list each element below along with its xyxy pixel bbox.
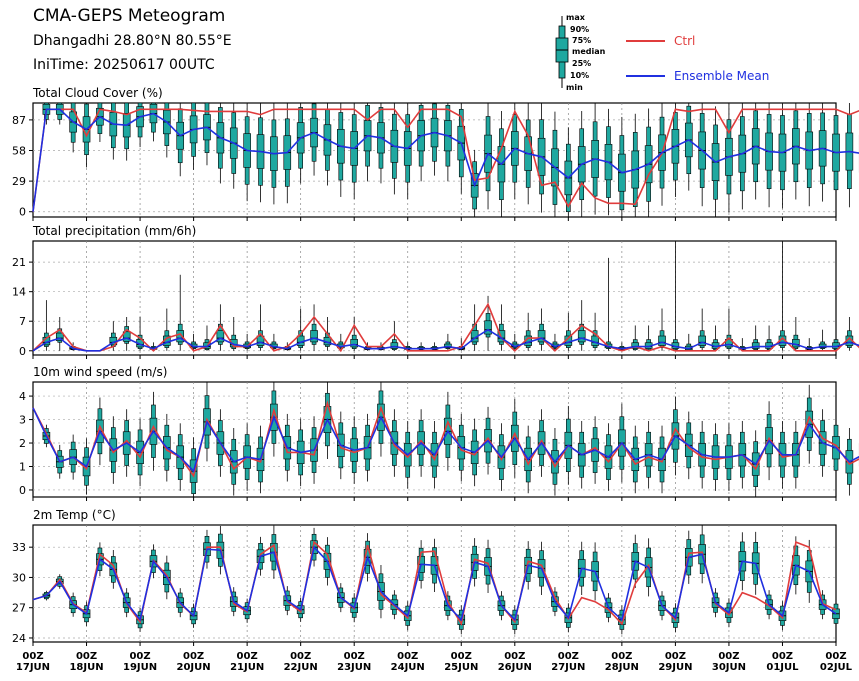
x-tick-label-date: 19JUN xyxy=(123,662,157,673)
box-inner xyxy=(537,330,546,343)
x-tick-label-hour: 00Z xyxy=(611,651,632,662)
y-tick-label: 0 xyxy=(19,206,26,219)
x-tick-label-date: 24JUN xyxy=(391,662,425,673)
x-tick-label-date: 17JUN xyxy=(16,662,50,673)
chart-title: CMA-GEPS Meteogram xyxy=(33,6,226,26)
ctrl-line xyxy=(32,108,859,212)
x-tick-label-date: 21JUN xyxy=(230,662,264,673)
ensemble-mean-line xyxy=(32,407,859,473)
x-tick-label-date: 26JUN xyxy=(498,662,532,673)
legend-mean-label: Ensemble Mean xyxy=(674,69,769,83)
x-tick-label-date: 30JUN xyxy=(712,662,746,673)
box-inner xyxy=(122,331,131,342)
x-tick-label-date: 25JUN xyxy=(444,662,478,673)
legend-box-label: 90% xyxy=(570,25,589,34)
y-tick-label: 0 xyxy=(19,484,26,497)
panel-title: 2m Temp (°C) xyxy=(33,508,116,522)
x-tick-label-date: 01JUL xyxy=(766,662,799,673)
box-inner xyxy=(631,342,640,349)
x-tick-label-date: 02JUL xyxy=(820,662,853,673)
box-inner xyxy=(350,339,359,348)
box-inner xyxy=(310,330,318,343)
box-inner xyxy=(751,342,760,349)
x-tick-label-date: 29JUN xyxy=(658,662,692,673)
legend-box-label: 75% xyxy=(572,36,591,45)
y-tick-label: 30 xyxy=(12,571,26,584)
x-tick-label-hour: 00Z xyxy=(825,651,846,662)
y-tick-label: 14 xyxy=(12,286,26,299)
x-tick-label-hour: 00Z xyxy=(76,651,97,662)
y-tick-label: 3 xyxy=(19,414,26,427)
x-tick-label-date: 22JUN xyxy=(284,662,318,673)
y-tick-label: 87 xyxy=(12,114,26,127)
x-tick-label-hour: 00Z xyxy=(22,651,43,662)
panel-title: 10m wind speed (m/s) xyxy=(33,365,167,379)
y-tick-label: 1 xyxy=(19,460,26,473)
y-tick-label: 58 xyxy=(12,145,26,158)
ensemble-mean-line xyxy=(32,108,859,212)
x-tick-label-hour: 00Z xyxy=(504,651,525,662)
y-tick-label: 33 xyxy=(12,541,26,554)
y-tick-label: 7 xyxy=(19,315,26,328)
x-tick-label-date: 20JUN xyxy=(177,662,211,673)
x-tick-label-hour: 00Z xyxy=(183,651,204,662)
x-tick-label-hour: 00Z xyxy=(558,651,579,662)
x-tick-label-hour: 00Z xyxy=(397,651,418,662)
x-tick-label-date: 18JUN xyxy=(69,662,103,673)
y-tick-label: 21 xyxy=(12,256,26,269)
legend-box-label: max xyxy=(566,13,586,22)
box-inner xyxy=(256,335,265,346)
ctrl-line xyxy=(32,400,859,478)
x-tick-label-date: 28JUN xyxy=(605,662,639,673)
panel-title: Total precipitation (mm/6h) xyxy=(32,224,196,238)
x-tick-label-hour: 00Z xyxy=(344,651,365,662)
meteogram-header: CMA-GEPS Meteogram Dhangadhi 28.80°N 80.… xyxy=(0,0,859,90)
init-time-label: IniTime: 20250617 00UTC xyxy=(33,57,215,73)
y-tick-label: 27 xyxy=(12,602,26,615)
y-tick-label: 2 xyxy=(19,437,26,450)
x-tick-label-hour: 00Z xyxy=(237,651,258,662)
y-tick-label: 24 xyxy=(12,632,26,645)
ensemble-mean-line xyxy=(32,545,837,622)
legend-box-label: 25% xyxy=(572,59,591,68)
box-inner xyxy=(176,330,185,343)
box-inner xyxy=(577,330,586,343)
x-tick-label-hour: 00Z xyxy=(772,651,793,662)
legend-ctrl-label: Ctrl xyxy=(674,34,695,48)
box-inner xyxy=(698,335,706,346)
x-tick-label-hour: 00Z xyxy=(718,651,739,662)
y-tick-label: 4 xyxy=(19,390,26,403)
ensemble-mean-line xyxy=(32,328,859,352)
legend-box-label: 10% xyxy=(570,71,589,80)
box-inner xyxy=(725,339,733,348)
x-tick-label-hour: 00Z xyxy=(129,651,150,662)
ctrl-line xyxy=(32,540,837,626)
box-inner xyxy=(484,320,492,335)
box-inner xyxy=(55,332,64,341)
box-inner xyxy=(390,342,399,349)
x-tick-label-hour: 00Z xyxy=(290,651,311,662)
x-tick-label-hour: 00Z xyxy=(451,651,472,662)
legend-box-label: min xyxy=(566,83,583,92)
box-inner xyxy=(658,335,666,346)
location-label: Dhangadhi 28.80°N 80.55°E xyxy=(33,33,232,49)
legend-box-label: median xyxy=(572,47,606,56)
x-tick-label-hour: 00Z xyxy=(665,651,686,662)
y-tick-label: 29 xyxy=(12,175,26,188)
y-tick-label: 0 xyxy=(19,345,26,358)
box-inner xyxy=(216,330,225,343)
x-tick-label-date: 23JUN xyxy=(337,662,371,673)
x-tick-label-date: 27JUN xyxy=(551,662,585,673)
panel-title: Total Cloud Cover (%) xyxy=(32,86,163,100)
